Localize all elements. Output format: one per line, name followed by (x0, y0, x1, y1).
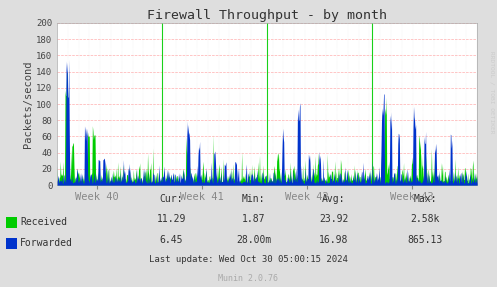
Text: Received: Received (20, 218, 67, 227)
Text: Forwarded: Forwarded (20, 238, 73, 247)
Text: 16.98: 16.98 (319, 234, 349, 245)
Title: Firewall Throughput - by month: Firewall Throughput - by month (147, 9, 387, 22)
Y-axis label: Packets/second: Packets/second (23, 60, 33, 148)
Text: 865.13: 865.13 (408, 234, 442, 245)
Text: Munin 2.0.76: Munin 2.0.76 (219, 274, 278, 283)
Text: 1.87: 1.87 (242, 214, 265, 224)
Text: 11.29: 11.29 (157, 214, 186, 224)
Text: Avg:: Avg: (322, 194, 346, 204)
Text: Last update: Wed Oct 30 05:00:15 2024: Last update: Wed Oct 30 05:00:15 2024 (149, 255, 348, 264)
Text: 2.58k: 2.58k (410, 214, 440, 224)
Text: Cur:: Cur: (160, 194, 183, 204)
Text: 23.92: 23.92 (319, 214, 349, 224)
Text: RRDTOOL / TOBI OETIKER: RRDTOOL / TOBI OETIKER (490, 51, 495, 133)
Text: Max:: Max: (413, 194, 437, 204)
Text: Min:: Min: (242, 194, 265, 204)
Text: 6.45: 6.45 (160, 234, 183, 245)
Text: 28.00m: 28.00m (236, 234, 271, 245)
